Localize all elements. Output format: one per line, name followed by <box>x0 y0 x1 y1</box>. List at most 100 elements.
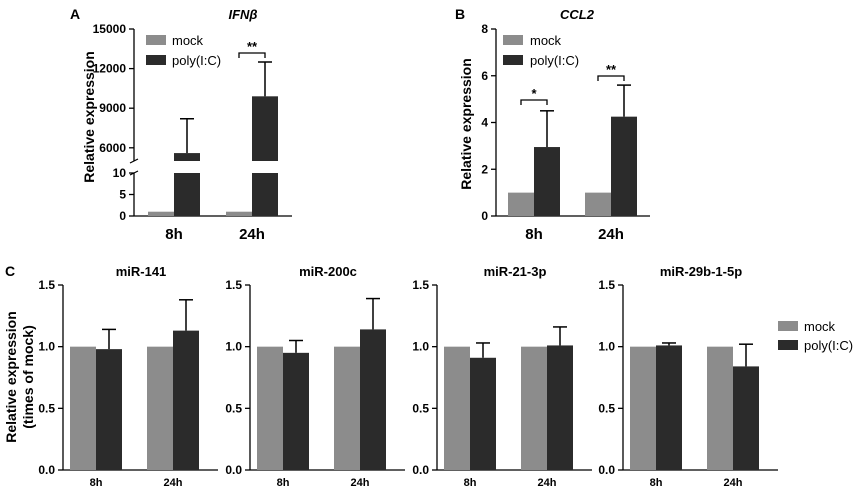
panel-c-3-bar <box>521 346 547 470</box>
legend-c-mock-swatch <box>778 321 798 331</box>
legend-c: mock poly(I:C) <box>778 319 853 353</box>
panel-b-ylabel: Relative expression <box>458 58 474 190</box>
panel-c-4-ytick-label: 1.5 <box>598 278 615 292</box>
panel-a-bar <box>226 211 252 216</box>
panel-c-4-title: miR-29b-1-5p <box>660 264 742 279</box>
panel-c-2-ytick-label: 1.5 <box>225 278 242 292</box>
panel-c-3-title: miR-21-3p <box>484 264 547 279</box>
panel-c-3-ytick-label: 0.5 <box>412 401 429 415</box>
panel-a-ytick-label: 12000 <box>93 62 127 76</box>
panel-a-ytick-label: 10 <box>113 166 127 180</box>
panel-c-2-bar <box>360 329 386 470</box>
panel-c-1-ytick-label: 0.5 <box>38 401 55 415</box>
panel-c-1-bar <box>147 346 173 470</box>
panel-label-b: B <box>455 6 465 22</box>
panel-a-bar-upper <box>174 153 200 161</box>
panel-b-ytick-label: 0 <box>481 209 488 223</box>
panel-c-2-bar <box>334 346 360 470</box>
panel-a-ytick-label: 15000 <box>93 22 127 36</box>
panel-a-sig-bracket <box>238 52 266 58</box>
legend-b-mock-label: mock <box>530 33 562 48</box>
legend-a-poly-swatch <box>146 55 166 65</box>
panel-b-ytick-label: 2 <box>481 162 488 176</box>
panel-c-3-xtick-label: 8h <box>464 477 477 489</box>
panel-b-sig-label: ** <box>606 62 617 77</box>
panel-a-bar-lower <box>252 173 278 216</box>
panel-c-3-xtick-label: 24h <box>538 477 557 489</box>
panel-b-bar <box>534 147 560 216</box>
panel-label-a: A <box>70 6 80 22</box>
legend-c-mock-label: mock <box>804 319 836 334</box>
panel-c-ylabel-2: (times of mock) <box>20 325 36 428</box>
legend-c-poly-label: poly(I:C) <box>804 338 853 353</box>
panel-c-ylabel: Relative expression <box>3 311 19 443</box>
panel-c-4-bar <box>656 345 682 470</box>
panel-c-1-bar <box>96 349 122 470</box>
panel-c-2-ytick-label: 1.0 <box>225 340 242 354</box>
panel-b-sig-bracket <box>597 75 625 81</box>
panel-b-xtick-label: 24h <box>598 226 624 243</box>
panel-b-sig-label: * <box>531 86 537 101</box>
panel-c-1-bar <box>173 330 199 470</box>
legend-a: mock poly(I:C) <box>146 33 221 68</box>
panel-c-2-xtick-label: 8h <box>277 477 290 489</box>
panel-c-1-xtick-label: 8h <box>90 477 103 489</box>
panel-c-4-xtick-label: 24h <box>724 477 743 489</box>
panel-c-3-bar <box>547 345 573 470</box>
panel-a-title: IFNβ <box>228 7 257 22</box>
panel-c-4-bar <box>707 346 733 470</box>
panel-c-1-bar <box>70 346 96 470</box>
panel-c-1-ytick-label: 0.0 <box>38 463 55 477</box>
panel-c-1-title: miR-141 <box>116 264 167 279</box>
panel-b-bar <box>585 192 611 216</box>
panel-c-1-ytick-label: 1.0 <box>38 340 55 354</box>
panel-b-ytick-label: 4 <box>481 116 488 130</box>
legend-b: mock poly(I:C) <box>503 33 579 68</box>
panel-a-ytick-label: 0 <box>119 209 126 223</box>
panel-c-4-bar <box>733 366 759 470</box>
legend-b-poly-swatch <box>503 55 523 65</box>
panel-c-2-xtick-label: 24h <box>351 477 370 489</box>
panel-c-3-bar <box>470 357 496 470</box>
panel-c-4-bar <box>630 346 656 470</box>
panel-a-xtick-label: 8h <box>165 226 183 243</box>
panel-c-2-bar <box>257 346 283 470</box>
panel-a-xtick-label: 24h <box>239 226 265 243</box>
panel-b-ytick-label: 6 <box>481 69 488 83</box>
panel-a-break-mark-2 <box>129 158 139 164</box>
panel-c-4-ytick-label: 0.5 <box>598 401 615 415</box>
panel-b-sig-bracket <box>520 99 548 105</box>
panel-a-ytick-label: 9000 <box>99 101 126 115</box>
panel-a-bar-upper <box>252 96 278 161</box>
panel-c-2-title: miR-200c <box>299 264 357 279</box>
panel-c-4-ytick-label: 1.0 <box>598 340 615 354</box>
panel-c-3-bar <box>444 346 470 470</box>
panel-b-title: CCL2 <box>560 7 595 22</box>
legend-a-mock-label: mock <box>172 33 204 48</box>
legend-c-poly-swatch <box>778 340 798 350</box>
panel-c-3-ytick-label: 1.0 <box>412 340 429 354</box>
panel-c-4-xtick-label: 8h <box>650 477 663 489</box>
panel-c-3-ytick-label: 0.0 <box>412 463 429 477</box>
panel-c-4-ytick-label: 0.0 <box>598 463 615 477</box>
panel-c-3-ytick-label: 1.5 <box>412 278 429 292</box>
legend-a-poly-label: poly(I:C) <box>172 53 221 68</box>
panel-a-ytick-label: 6000 <box>99 141 126 155</box>
panel-a-ytick-label: 5 <box>119 188 126 202</box>
panel-b-xtick-label: 8h <box>525 226 543 243</box>
panel-b-bar <box>611 116 637 216</box>
panel-a-bar-lower <box>174 173 200 216</box>
panel-b-ytick-label: 8 <box>481 22 488 36</box>
legend-b-mock-swatch <box>503 35 523 45</box>
legend-a-mock-swatch <box>146 35 166 45</box>
panel-a-ylabel: Relative expression <box>81 51 97 183</box>
panel-c-2-bar <box>283 352 309 470</box>
panel-label-c: C <box>5 263 15 279</box>
legend-b-poly-label: poly(I:C) <box>530 53 579 68</box>
panel-c-2-ytick-label: 0.5 <box>225 401 242 415</box>
panel-a-sig-label: ** <box>247 39 258 54</box>
panel-a-bar <box>148 211 174 216</box>
panel-b-bar <box>508 192 534 216</box>
panel-c-1-xtick-label: 24h <box>164 477 183 489</box>
